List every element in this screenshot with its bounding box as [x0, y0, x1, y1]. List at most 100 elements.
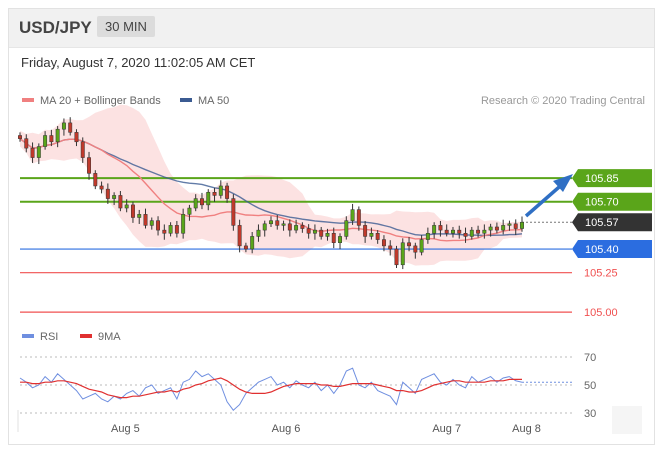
candle: [206, 189, 211, 211]
level-tag-105.85: [572, 169, 652, 188]
candle: [413, 242, 418, 259]
candle: [501, 219, 506, 235]
candle: [419, 235, 424, 256]
candle: [275, 214, 280, 230]
candle: [80, 137, 85, 163]
rsi-tick-50: 50: [584, 380, 596, 392]
candle: [74, 129, 79, 147]
candle: [400, 238, 405, 270]
candle: [331, 227, 336, 249]
candle: [319, 226, 324, 240]
level-label-105.25: 105.25: [584, 268, 618, 280]
candle: [124, 199, 129, 213]
candle: [93, 170, 98, 190]
level-tag-105.57: [572, 213, 652, 232]
timeframe-badge[interactable]: 30 MIN: [97, 16, 155, 37]
x-tick-Aug-7: Aug 7: [432, 423, 461, 435]
rsi-ma9-line: [20, 377, 522, 399]
x-tick-Aug-5: Aug 5: [111, 423, 140, 435]
candle: [407, 237, 412, 252]
candle: [43, 131, 48, 150]
candle: [49, 129, 54, 147]
candle: [457, 225, 462, 239]
rsi-tick-30: 30: [584, 408, 596, 420]
research-credit: Research © 2020 Trading Central: [481, 95, 645, 107]
rsi-panel: 70 50 30: [19, 352, 596, 420]
candle: [200, 192, 204, 210]
forecast-arrow: [524, 174, 573, 218]
candle: [269, 216, 273, 227]
candle: [99, 181, 104, 194]
candle: [369, 227, 374, 240]
candles: [18, 117, 524, 270]
candle: [394, 245, 399, 268]
level-label-105.85: 105.85: [585, 173, 619, 185]
candle: [87, 151, 91, 180]
candle: [306, 224, 311, 239]
candle: [130, 201, 135, 223]
currency-pair: USD/JPY: [19, 18, 92, 37]
ma20-legend-swatch: [22, 98, 34, 102]
price-levels: 105.85 105.70 105.57 105.40 105.25 105.00: [20, 169, 652, 319]
candle: [112, 192, 117, 206]
candle: [350, 203, 355, 225]
candle: [494, 222, 499, 234]
x-tick-Aug-6: Aug 6: [272, 423, 301, 435]
candle: [520, 216, 524, 232]
candle: [24, 134, 29, 153]
candle: [30, 142, 35, 163]
candle: [338, 233, 342, 250]
candle: [193, 194, 198, 212]
candle: [61, 118, 66, 136]
level-label-105.70: 105.70: [585, 197, 619, 209]
candle: [137, 209, 142, 224]
level-label-105.40: 105.40: [585, 244, 619, 256]
level-tag-105.40: [572, 240, 652, 259]
candle: [174, 220, 179, 238]
ma50-legend-label: MA 50: [198, 95, 229, 107]
ma20-line: [19, 138, 523, 242]
candle: [237, 219, 242, 253]
candle: [469, 226, 474, 240]
candle: [149, 217, 154, 230]
x-tick-Aug-8: Aug 8: [512, 423, 541, 435]
candle: [212, 187, 217, 202]
candle: [444, 224, 449, 237]
candle: [243, 242, 248, 253]
candle: [262, 220, 267, 237]
x-axis: Aug 5 Aug 6 Aug 7 Aug 8: [17, 410, 541, 435]
candle: [36, 143, 41, 165]
level-label-105.00: 105.00: [584, 307, 618, 319]
candle: [231, 194, 236, 231]
candle: [375, 230, 380, 244]
candle: [388, 240, 393, 256]
corner-button[interactable]: [612, 406, 642, 434]
candle: [344, 216, 349, 240]
candle: [300, 222, 305, 233]
chart-panel: USD/JPY 30 MIN Friday, August 7, 2020 11…: [8, 8, 655, 445]
candle: [287, 219, 292, 237]
candle: [463, 227, 468, 243]
candle: [225, 182, 230, 203]
candle: [68, 117, 73, 136]
candle: [18, 132, 22, 142]
candle: [156, 216, 161, 236]
ma9-legend-swatch: [80, 334, 92, 338]
candle: [162, 224, 167, 240]
candle: [312, 224, 317, 240]
candle: [118, 191, 123, 212]
candle: [507, 220, 512, 231]
rsi-legend-swatch: [22, 334, 34, 338]
candle: [187, 204, 192, 221]
candle: [432, 222, 437, 239]
candle: [143, 208, 148, 229]
candle: [425, 227, 430, 244]
candle: [381, 235, 386, 252]
candle: [488, 223, 493, 237]
candle: [451, 226, 455, 238]
candle: [438, 220, 443, 237]
candle: [55, 126, 60, 148]
rsi-line: [19, 367, 523, 411]
candle: [363, 220, 368, 243]
candle: [105, 183, 110, 204]
